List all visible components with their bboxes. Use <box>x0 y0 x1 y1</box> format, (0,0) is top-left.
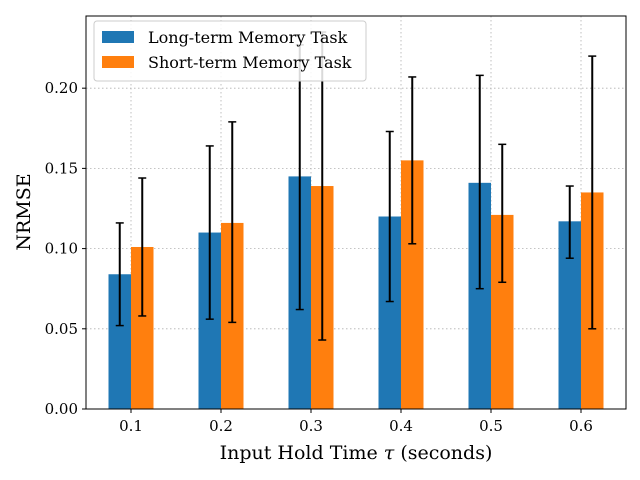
x-tick-label: 0.1 <box>119 417 143 435</box>
x-ticks: 0.1 0.2 0.3 0.4 0.5 0.6 <box>119 409 593 435</box>
legend-label-long-term: Long-term Memory Task <box>148 28 348 47</box>
bar-long-term <box>468 182 491 409</box>
x-tick-label: 0.3 <box>299 417 323 435</box>
y-axis-label: NRMSE <box>13 173 35 250</box>
x-tick-label: 0.4 <box>389 417 413 435</box>
legend-label-short-term: Short-term Memory Task <box>148 53 352 72</box>
bar-short-term <box>401 160 424 409</box>
x-tick-label: 0.5 <box>479 417 503 435</box>
x-tick-label: 0.6 <box>569 417 593 435</box>
bar-short-term <box>491 214 514 409</box>
legend-swatch-short-term <box>102 56 134 68</box>
bars <box>108 160 604 409</box>
bar-long-term <box>198 232 221 409</box>
bar-long-term <box>108 274 131 409</box>
error-bars <box>115 31 597 341</box>
plot-frame <box>85 15 627 410</box>
y-tick-label: 0.05 <box>45 320 78 338</box>
tau-symbol: τ <box>384 442 395 464</box>
x-tick-label: 0.2 <box>209 417 233 435</box>
bar-short-term <box>131 246 154 409</box>
legend-box <box>93 20 367 82</box>
bar-long-term <box>378 216 401 409</box>
y-ticks: 0.00 0.05 0.10 0.15 0.20 <box>45 79 86 418</box>
y-tick-label: 0.10 <box>45 240 78 258</box>
legend-swatch-long-term <box>102 31 134 43</box>
y-tick-label: 0.20 <box>45 79 78 97</box>
y-tick-label: 0.00 <box>45 400 78 418</box>
bar-long-term <box>558 221 581 409</box>
x-axis-label: Input Hold Time τ (seconds) <box>220 442 493 464</box>
legend: Long-term Memory Task Short-term Memory … <box>93 20 367 82</box>
y-tick-label: 0.15 <box>45 159 78 177</box>
